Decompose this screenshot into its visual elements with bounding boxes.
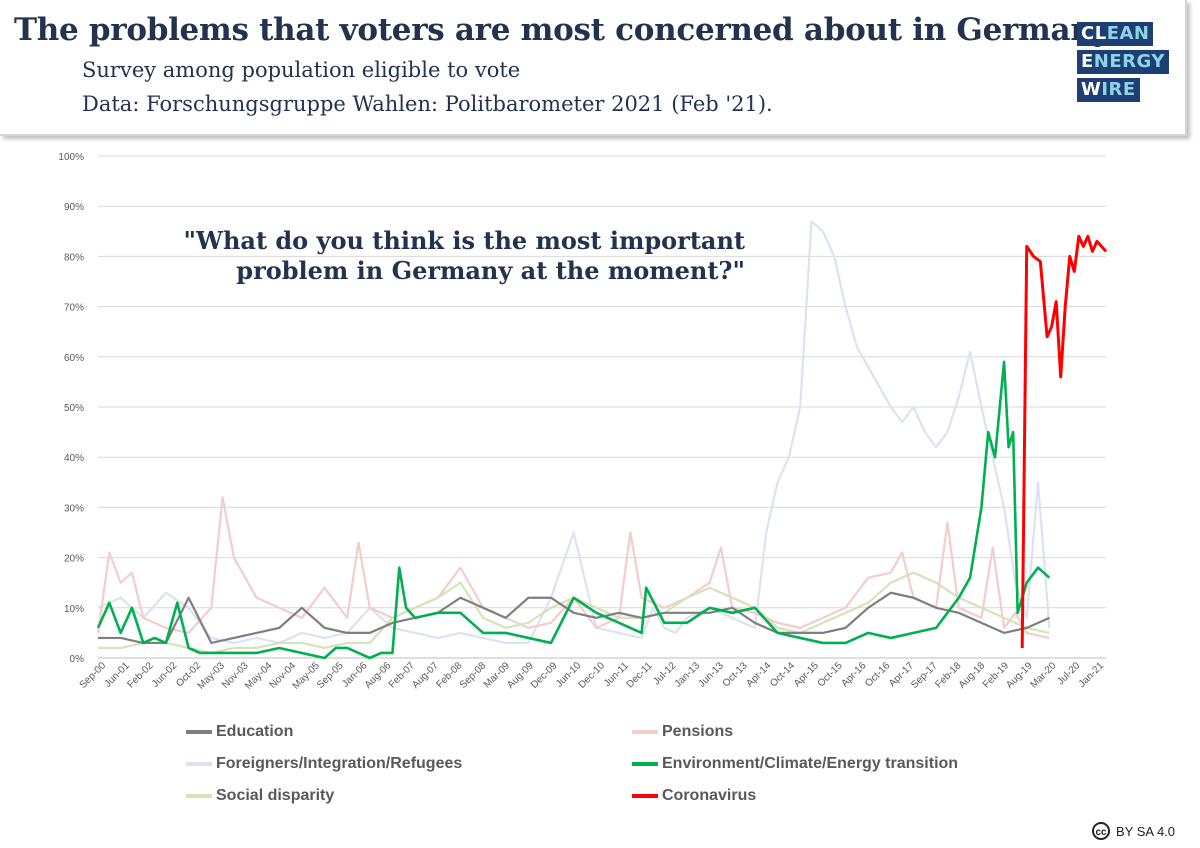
legend-swatch	[186, 794, 212, 798]
x-tick-label: Sep-05	[315, 660, 346, 691]
legend-item-social-disparity: Social disparity	[186, 787, 334, 805]
legend-swatch	[186, 762, 212, 766]
x-tick-label: Dec-09	[529, 660, 560, 691]
x-tick-label: Oct-15	[816, 660, 845, 689]
legend-label: Foreigners/Integration/Refugees	[216, 755, 463, 772]
license-text: BY SA 4.0	[1116, 823, 1176, 839]
data-source: Data: Forschungsgruppe Wahlen: Politbaro…	[82, 92, 773, 116]
question-annotation: "What do you think is the most important…	[183, 226, 745, 286]
series-line	[98, 591, 1050, 645]
y-tick-label: 90%	[64, 202, 84, 213]
y-tick-label: 100%	[58, 152, 84, 163]
legend-swatch	[186, 730, 212, 734]
legend-item-pensions: Pensions	[632, 723, 733, 741]
line-chart: 0%10%20%30%40%50%60%70%80%90%100%Sep-00J…	[58, 152, 1108, 692]
legend-label: Social disparity	[216, 787, 335, 804]
y-tick-label: 70%	[64, 303, 84, 314]
y-tick-label: 10%	[64, 604, 84, 615]
x-tick-label: Sep-08	[458, 660, 489, 691]
x-tick-label: May-03	[196, 660, 228, 692]
x-tick-label: Oct-16	[863, 660, 892, 689]
legend-item-education: Education	[186, 723, 293, 741]
x-tick-label: Feb-02	[125, 660, 155, 690]
legend-label: Education	[216, 723, 294, 740]
legend-swatch	[632, 730, 658, 734]
series-line	[96, 496, 1050, 639]
y-tick-label: 20%	[64, 554, 84, 565]
x-tick-label: Mar-20	[1028, 660, 1058, 690]
x-tick-label: Oct-14	[768, 660, 797, 689]
x-tick-label: Aug-18	[957, 660, 988, 691]
x-tick-label: Jan-21	[1077, 660, 1107, 690]
x-tick-label: May-05	[291, 660, 323, 692]
x-tick-label: Dec-11	[625, 660, 655, 690]
legend-item-foreigners: Foreigners/Integration/Refugees	[186, 755, 462, 773]
x-tick-label: Jan-13	[673, 660, 703, 690]
y-tick-label: 60%	[64, 353, 84, 364]
x-tick-label: Aug-07	[410, 660, 441, 691]
legend-item-coronavirus: Coronavirus	[632, 787, 756, 805]
x-tick-label: Jun-13	[697, 660, 727, 690]
question-line-2: problem in Germany at the moment?"	[236, 256, 745, 285]
legend-label: Coronavirus	[662, 787, 757, 804]
x-tick-label: Sep-17	[909, 660, 940, 691]
x-tick-label: Apr-16	[839, 660, 868, 689]
legend-label: Pensions	[662, 723, 734, 740]
legend-swatch	[632, 762, 658, 766]
series-line	[1020, 234, 1108, 648]
x-tick-label: May-04	[243, 660, 275, 692]
y-tick-label: 0%	[70, 654, 85, 665]
x-tick-label: Jun-02	[150, 660, 180, 690]
series-line	[96, 360, 1051, 660]
header-panel: The problems that voters are most concer…	[0, 0, 1187, 136]
chart-subtitle: Survey among population eligible to vote	[82, 58, 521, 82]
cc-icon: cc	[1092, 822, 1110, 840]
chart-title: The problems that voters are most concer…	[14, 12, 1118, 48]
legend-swatch	[632, 794, 658, 798]
license-badge: cc BY SA 4.0	[1092, 822, 1175, 840]
series-line	[97, 220, 1051, 645]
x-tick-label: Dec-10	[577, 660, 608, 691]
y-tick-label: 50%	[64, 403, 84, 414]
legend-label: Environment/Climate/Energy transition	[662, 755, 959, 772]
x-tick-label: Oct-13	[721, 660, 750, 689]
y-tick-label: 40%	[64, 453, 84, 464]
clean-energy-wire-logo: CLEAN ENERGY WIRE	[1077, 22, 1169, 106]
x-tick-label: Apr-14	[744, 660, 773, 689]
legend-item-environment: Environment/Climate/Energy transition	[632, 755, 958, 773]
x-tick-label: Aug-19	[1004, 660, 1035, 691]
x-tick-label: Apr-15	[792, 660, 821, 689]
question-line-1: "What do you think is the most important	[183, 226, 745, 255]
y-tick-label: 80%	[64, 252, 84, 263]
x-tick-label: Aug-06	[363, 660, 394, 691]
y-tick-label: 30%	[64, 503, 84, 514]
